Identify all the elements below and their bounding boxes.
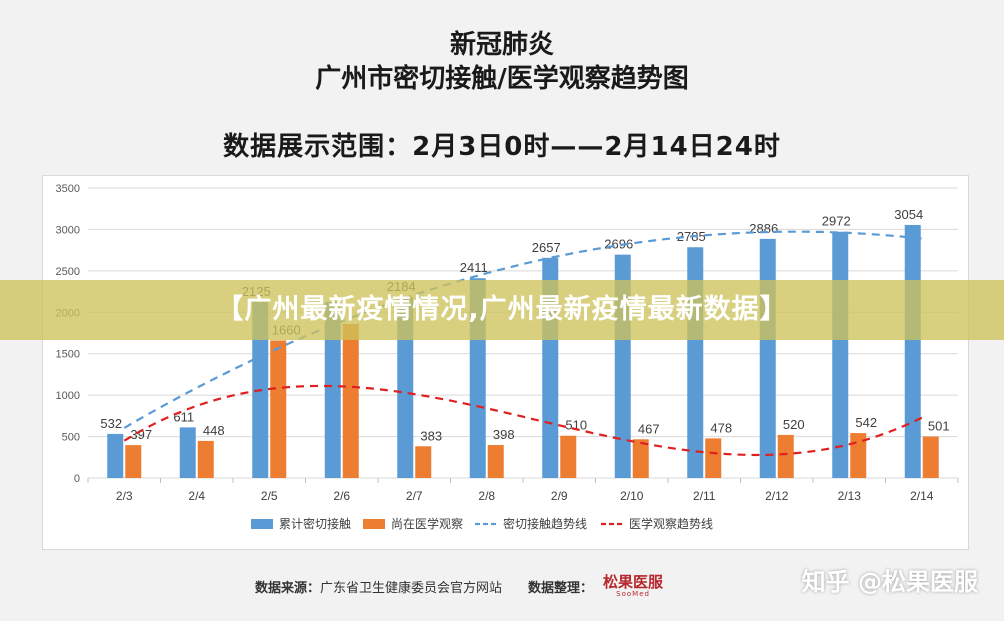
y-tick-label: 3500 (56, 183, 80, 195)
bar-under-observation (197, 440, 214, 478)
bar-under-observation (777, 434, 794, 478)
organizer-label: 数据整理： (528, 580, 594, 596)
source-text: 广东省卫生健康委员会官方网站 (320, 580, 503, 596)
trendline-under-observation (123, 384, 923, 457)
zhihu-watermark: 知乎 @松果医服 (801, 568, 978, 596)
trendline-close-contact (123, 230, 922, 429)
bar-under-observation (705, 438, 722, 478)
data-label-close-contact: 532 (100, 416, 122, 431)
y-tick-label: 500 (62, 432, 80, 444)
chart-panel: 05001000150020002500300035002/32/42/52/6… (42, 175, 969, 550)
bar-under-observation (850, 433, 867, 478)
data-label-under-observation: 510 (565, 418, 587, 433)
bar-close-contact (904, 224, 921, 478)
data-label-close-contact: 2972 (822, 214, 851, 229)
bar-close-contact (397, 297, 414, 478)
bar-close-contact (324, 301, 341, 478)
bar-under-observation (632, 439, 649, 478)
x-tick-label: 2/6 (333, 489, 350, 503)
y-tick-label: 2500 (56, 266, 80, 278)
bar-close-contact (107, 433, 124, 478)
data-label-under-observation: 383 (420, 428, 442, 443)
x-tick-label: 2/9 (551, 489, 568, 503)
x-tick-label: 2/5 (261, 489, 278, 503)
data-label-under-observation: 542 (855, 415, 877, 430)
y-tick-label: 0 (74, 473, 80, 485)
bar-under-observation (342, 323, 359, 478)
x-tick-label: 2/4 (188, 489, 205, 503)
x-tick-label: 2/7 (406, 489, 423, 503)
bar-close-contact (759, 238, 776, 478)
bar-under-observation (922, 436, 939, 478)
legend-label: 医学观察趋势线 (629, 516, 713, 531)
logo-text: 松果医服 (603, 573, 664, 591)
data-range-subtitle: 数据展示范围：2月3日0时——2月14日24时 (223, 132, 781, 162)
data-label-close-contact: 611 (173, 409, 194, 424)
data-label-under-observation: 398 (493, 427, 515, 442)
data-label-under-observation: 520 (783, 417, 805, 432)
data-label-close-contact: 2657 (532, 240, 561, 255)
data-label-under-observation: 467 (638, 421, 660, 436)
legend-label: 密切接触趋势线 (503, 516, 587, 531)
data-label-under-observation: 478 (710, 420, 732, 435)
data-label-close-contact: 2411 (460, 260, 488, 275)
legend-swatch (363, 519, 385, 529)
x-tick-label: 2/13 (838, 489, 862, 503)
legend-label: 累计密切接触 (279, 516, 351, 531)
y-tick-label: 3000 (56, 224, 80, 236)
logo-subtext: SooMed (616, 590, 650, 598)
data-label-under-observation: 397 (130, 427, 152, 442)
bar-close-contact (832, 231, 849, 478)
x-tick-label: 2/11 (693, 489, 716, 503)
chart-title-line1: 新冠肺炎 (449, 30, 554, 60)
y-tick-label: 1000 (56, 390, 80, 402)
x-tick-label: 2/3 (116, 489, 133, 503)
x-tick-label: 2/14 (910, 489, 934, 503)
x-tick-label: 2/8 (478, 489, 495, 503)
y-tick-label: 1500 (56, 349, 80, 361)
data-label-under-observation: 501 (928, 418, 950, 433)
data-label-under-observation: 448 (203, 423, 225, 438)
chart-title-line2: 广州市密切接触/医学观察趋势图 (315, 64, 689, 94)
organizer-logo: 松果医服 SooMed (603, 574, 663, 598)
bar-under-observation (415, 446, 432, 478)
bar-chart: 05001000150020002500300035002/32/42/52/6… (56, 183, 959, 531)
data-label-close-contact: 3054 (894, 207, 923, 222)
bar-under-observation (270, 340, 287, 478)
legend-label: 尚在医学观察 (391, 516, 463, 531)
overlay-banner: 【广州最新疫情情况,广州最新疫情最新数据】 (0, 280, 1004, 340)
data-label-close-contact: 2696 (604, 237, 633, 252)
source-label: 数据来源： (255, 580, 321, 596)
bar-under-observation (125, 445, 142, 478)
x-tick-label: 2/12 (765, 489, 789, 503)
bar-under-observation (487, 445, 504, 478)
bar-under-observation (560, 435, 577, 478)
bar-close-contact (179, 427, 196, 478)
data-label-close-contact: 2886 (749, 221, 778, 236)
x-tick-label: 2/10 (620, 489, 644, 503)
legend-swatch (251, 519, 273, 529)
footer: 数据来源： 广东省卫生健康委员会官方网站 数据整理： 松果医服 SooMed (255, 574, 663, 598)
